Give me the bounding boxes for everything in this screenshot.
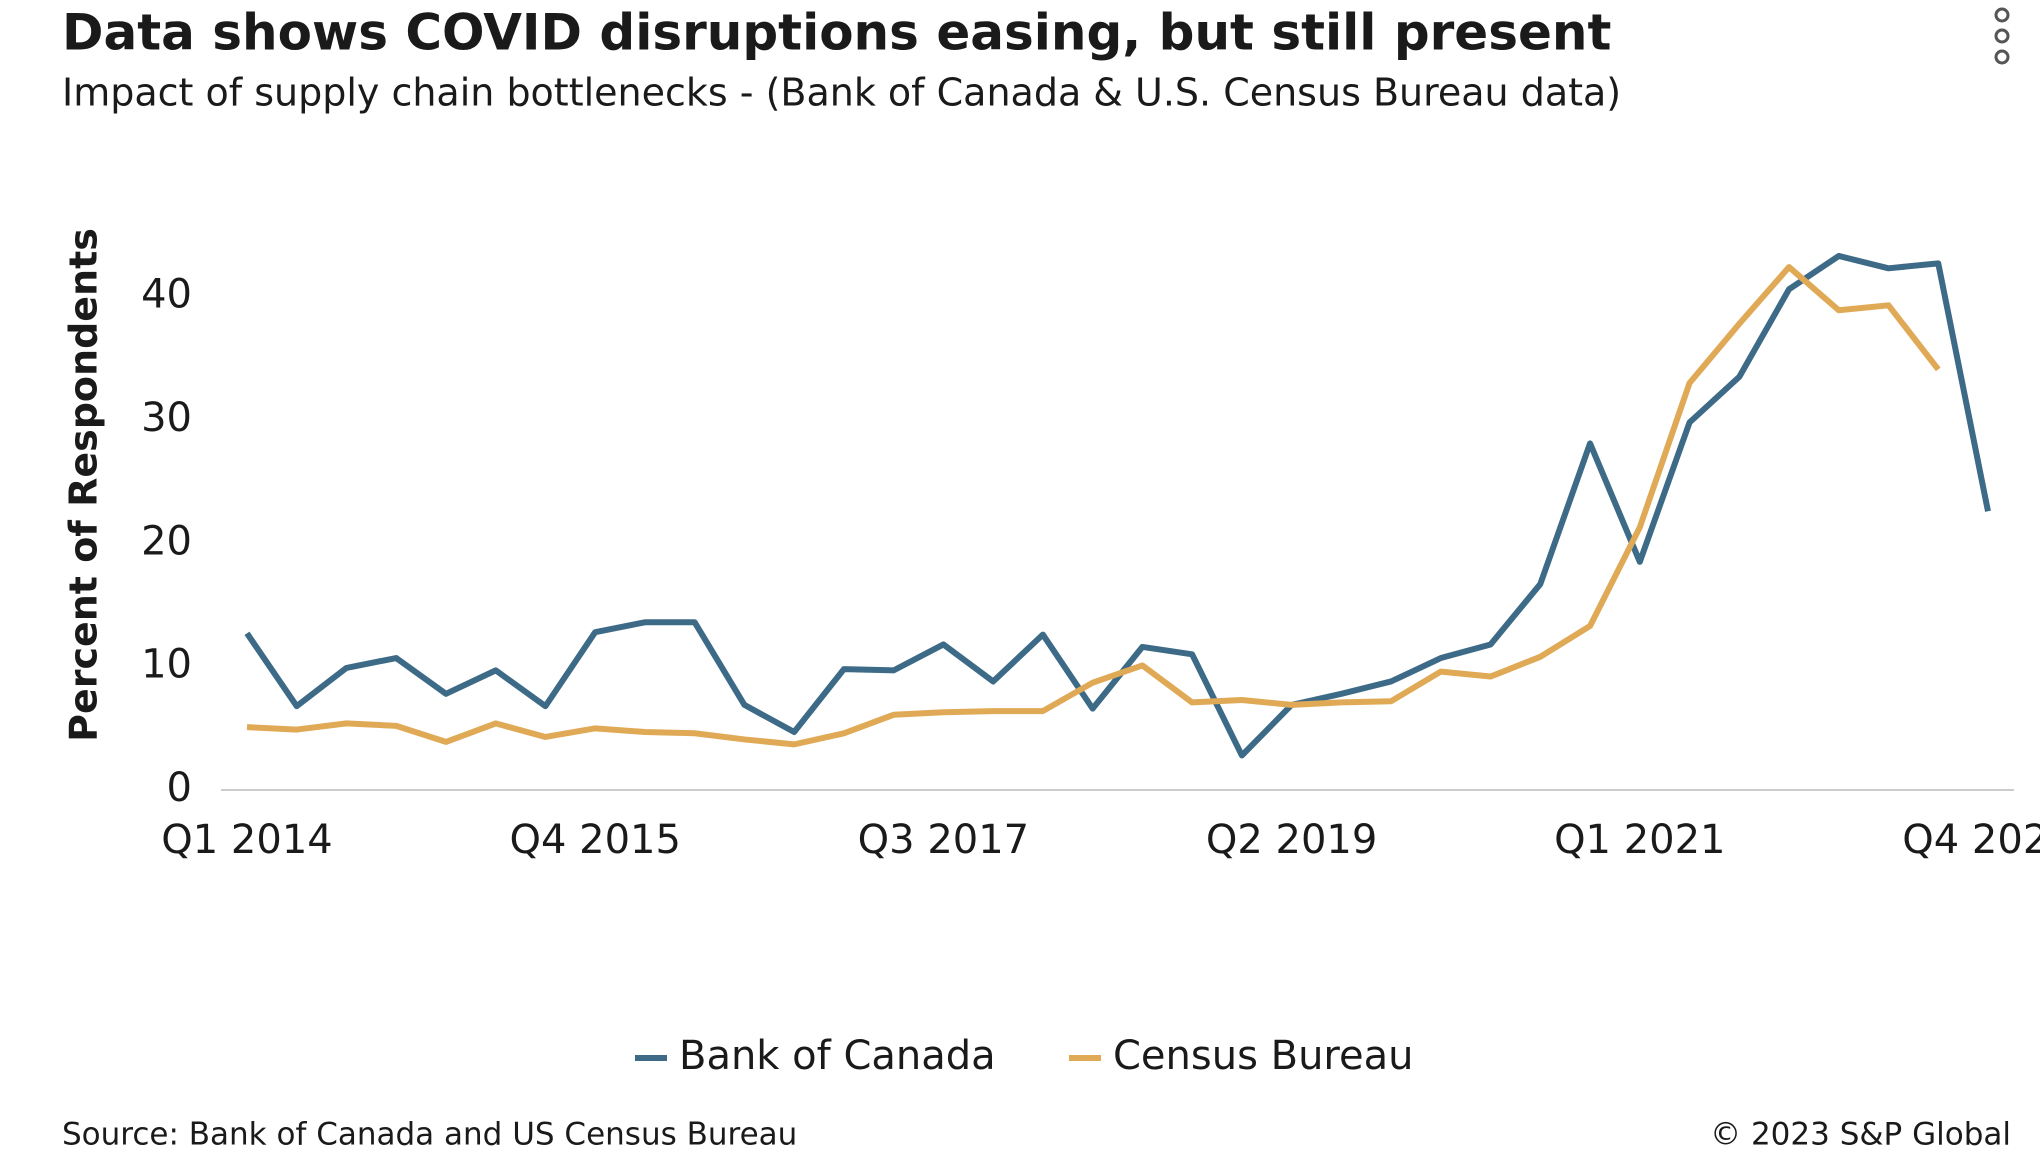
x-tick-label: Q2 2019 [1206, 817, 1377, 863]
copyright: © 2023 S&P Global [1710, 1117, 2011, 1153]
legend-label: Census Bureau [1113, 1033, 1413, 1079]
x-tick-label: Q1 2014 [161, 817, 332, 863]
legend-label: Bank of Canada [679, 1033, 996, 1079]
chart-subtitle: Impact of supply chain bottlenecks - (Ba… [62, 71, 1621, 115]
chart-title: Data shows COVID disruptions easing, but… [62, 4, 1611, 62]
y-axis-label: Percent of Respondents [62, 228, 106, 742]
x-tick-label: Q4 2022 [1902, 817, 2040, 863]
x-tick-label: Q1 2021 [1554, 817, 1725, 863]
x-tick-label: Q4 2015 [509, 817, 680, 863]
y-tick-label: 20 [141, 518, 192, 564]
menu-dot[interactable] [1994, 49, 2010, 65]
source: Source: Bank of Canada and US Census Bur… [62, 1117, 797, 1153]
series-line [246, 264, 1941, 748]
menu-button[interactable] [1994, 7, 2010, 65]
y-tick-label: 30 [141, 395, 192, 441]
y-tick-label: 10 [141, 642, 192, 688]
menu-dot[interactable] [1994, 28, 2010, 44]
series-line [244, 252, 1991, 759]
menu-dot[interactable] [1994, 7, 2010, 23]
y-tick-label: 0 [167, 765, 192, 811]
x-tick-label: Q3 2017 [858, 817, 1029, 863]
y-tick-label: 40 [141, 272, 192, 318]
